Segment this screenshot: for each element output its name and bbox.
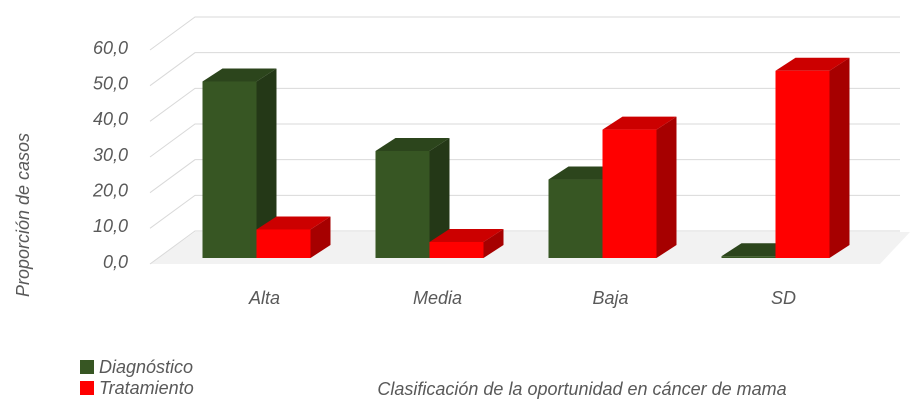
y-axis-title: Proporción de casos (13, 133, 33, 297)
bar-top (202, 68, 277, 82)
bar-front (602, 129, 657, 258)
bar-side (483, 228, 504, 258)
x-tick-label: Alta (248, 288, 280, 308)
y-tick-label: 20,0 (92, 180, 128, 200)
bar-front (256, 229, 311, 258)
grid-line (149, 16, 900, 51)
grid-line (149, 52, 900, 87)
legend-swatch (80, 360, 94, 374)
bar-front (429, 241, 484, 258)
floor (150, 232, 910, 264)
x-tick-label: Media (413, 288, 462, 308)
bar (202, 68, 277, 258)
legend-swatch (80, 381, 94, 395)
y-tick-label: 10,0 (93, 216, 128, 236)
bar-front (548, 179, 603, 258)
grid-line (149, 87, 900, 122)
x-tick-label: Baja (592, 288, 628, 308)
bar-front (721, 256, 776, 258)
y-tick-label: 0,0 (103, 252, 128, 272)
bar (429, 228, 504, 258)
bar-top (256, 216, 331, 230)
y-tick-label: 60,0 (93, 38, 128, 58)
bar (602, 116, 677, 258)
bar-front (202, 81, 257, 258)
legend-label: Diagnóstico (99, 357, 193, 377)
bar (375, 138, 450, 258)
bar-top (775, 57, 850, 71)
bar-side (656, 116, 677, 258)
y-tick-label: 30,0 (93, 145, 128, 165)
bar (256, 216, 331, 258)
legend-label: Tratamiento (99, 378, 194, 398)
x-axis-title: Clasificación de la oportunidad en cánce… (377, 379, 786, 399)
bar-top (602, 116, 677, 130)
bar-side (256, 68, 277, 258)
y-tick-label: 40,0 (93, 109, 128, 129)
bar-side (829, 57, 850, 258)
bar-front (375, 151, 430, 258)
x-tick-label: SD (771, 288, 796, 308)
bar (775, 57, 850, 258)
bar-top (429, 228, 504, 242)
bar-front (775, 70, 830, 258)
bar-side (429, 138, 450, 258)
bar-side (310, 216, 331, 258)
bar-top (375, 138, 450, 151)
y-tick-label: 50,0 (93, 73, 128, 93)
